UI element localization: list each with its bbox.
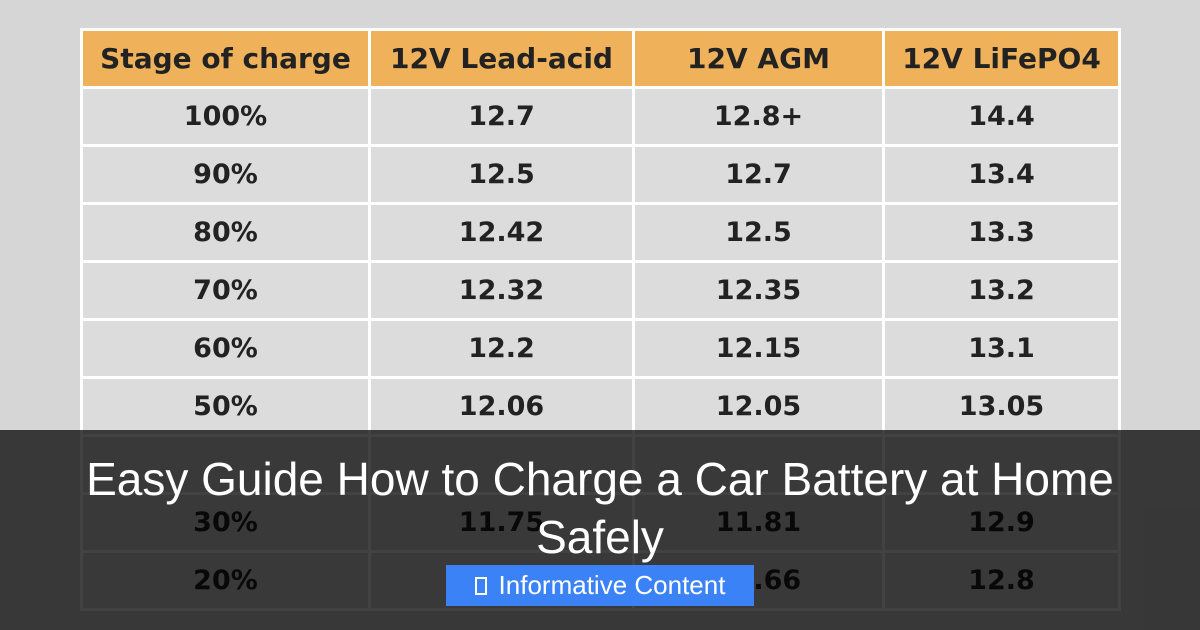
table-cell: 12.15	[632, 318, 885, 379]
table-cell: 12.35	[632, 260, 885, 321]
header-cell: Stage of charge	[80, 28, 371, 89]
table-cell: 12.06	[368, 376, 635, 437]
header-cell: 12V Lead-acid	[368, 28, 635, 89]
table-cell: 12.7	[632, 144, 885, 205]
badge-icon	[474, 576, 487, 595]
table-cell: 90%	[80, 144, 371, 205]
table-cell: 12.2	[368, 318, 635, 379]
table-cell: 12.05	[632, 376, 885, 437]
table-cell: 80%	[80, 202, 371, 263]
table-cell: 13.05	[882, 376, 1121, 437]
table-row: 50% 12.06 12.05 13.05	[80, 376, 1121, 437]
table-row: 100% 12.7 12.8+ 14.4	[80, 86, 1121, 147]
table-cell: 70%	[80, 260, 371, 321]
table-row: 90% 12.5 12.7 13.4	[80, 144, 1121, 205]
table-cell: 60%	[80, 318, 371, 379]
table-cell: 13.4	[882, 144, 1121, 205]
table-row: 80% 12.42 12.5 13.3	[80, 202, 1121, 263]
header-row: Stage of charge 12V Lead-acid 12V AGM 12V L…	[80, 28, 1121, 89]
table-cell: 12.8+	[632, 86, 885, 147]
table-cell: 12.32	[368, 260, 635, 321]
table-cell: 50%	[80, 376, 371, 437]
overlay-title: Easy Guide How to Charge a Car Battery a…	[86, 453, 1114, 563]
table-cell: 12.5	[632, 202, 885, 263]
badge: Informative Content	[446, 565, 754, 606]
table-cell: 12.7	[368, 86, 635, 147]
table-cell: 13.1	[882, 318, 1121, 379]
table-row: 70% 12.32 12.35 13.2	[80, 260, 1121, 321]
table-cell: 13.2	[882, 260, 1121, 321]
table-cell: 12.42	[368, 202, 635, 263]
table-cell: 13.3	[882, 202, 1121, 263]
header-cell: 12V AGM	[632, 28, 885, 89]
table-cell: 12.5	[368, 144, 635, 205]
table-row: 60% 12.2 12.15 13.1	[80, 318, 1121, 379]
badge-text: Informative Content	[498, 570, 726, 600]
table-cell: 14.4	[882, 86, 1121, 147]
header-cell: 12V LiFePO4	[882, 28, 1121, 89]
table-cell: 100%	[80, 86, 371, 147]
